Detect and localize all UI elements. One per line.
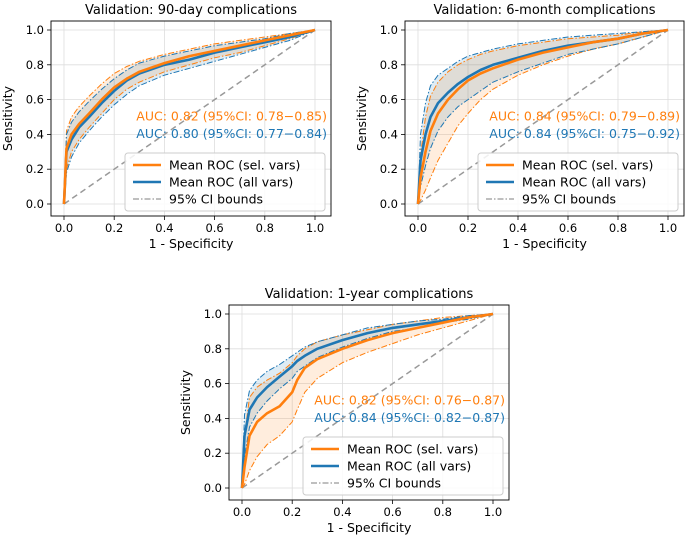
- legend: Mean ROC (sel. vars) Mean ROC (all vars) 9…: [302, 436, 504, 496]
- legend-label-all: Mean ROC (all vars): [522, 175, 646, 190]
- ci-hi-line-sel: [241, 313, 494, 489]
- y-axis-label: Sensitivity: [178, 369, 193, 435]
- ci-lo-line-all: [417, 29, 669, 205]
- mean-roc-line-sel: [62, 28, 316, 205]
- x-tick-label: 0.4: [155, 221, 173, 235]
- y-axis-label: Sensitivity: [354, 85, 369, 151]
- y-tick-label: 0.0: [380, 197, 398, 211]
- y-tick-label: 0.4: [26, 127, 44, 141]
- x-tick-label: 0.4: [509, 221, 527, 235]
- legend-label-sel: Mean ROC (sel. vars): [169, 158, 300, 173]
- ci-hi-line-all: [241, 313, 494, 489]
- ci-band-all: [64, 30, 315, 204]
- roc-panel-3: Validation: 1-year complications 0.0 0.0 0.…: [178, 287, 510, 535]
- x-axis-label: 1 - Specificity: [149, 236, 234, 251]
- x-tick-label: 0.0: [55, 221, 73, 235]
- ci-hi-line-sel: [417, 29, 669, 205]
- legend-box: [477, 152, 679, 212]
- legend-label-ci: 95% CI bounds: [347, 476, 441, 491]
- ci-hi-line-sel: [63, 29, 316, 205]
- legend-box: [124, 152, 326, 212]
- y-tick-label: 0.8: [380, 58, 398, 72]
- legend-label-all: Mean ROC (all vars): [347, 459, 471, 474]
- x-axis-label: 1 - Specificity: [327, 520, 412, 535]
- y-tick-label: 1.0: [26, 23, 44, 37]
- ci-hi-line-all: [63, 29, 316, 205]
- x-tick-label: 0.4: [333, 505, 351, 519]
- auc-sel-annotation: AUC: 0.82 (95%CI: 0.78−0.85): [136, 108, 327, 123]
- x-tick-label: 0.0: [409, 221, 427, 235]
- ci-lo-line-sel: [63, 29, 316, 205]
- x-tick-label: 0.2: [283, 505, 301, 519]
- roc-panel-1: Validation: 90-day complications 0.0 0.0 0.…: [0, 3, 332, 251]
- chance-diagonal: [417, 29, 669, 205]
- auc-sel-annotation: AUC: 0.84 (95%CI: 0.79−0.89): [489, 108, 680, 123]
- y-axis-label: Sensitivity: [0, 85, 15, 151]
- legend-label-ci: 95% CI bounds: [169, 192, 263, 207]
- mean-roc-line-all: [62, 28, 316, 205]
- mean-roc-line-sel: [240, 312, 494, 489]
- ci-lo-line-all: [63, 29, 316, 205]
- axes-frame: [50, 20, 332, 217]
- y-tick-label: 0.6: [204, 377, 222, 391]
- x-tick-label: 0.6: [383, 505, 401, 519]
- y-tick-label: 1.0: [204, 307, 222, 321]
- y-tick-label: 0.4: [380, 127, 398, 141]
- y-tick-label: 0.8: [26, 58, 44, 72]
- chance-diagonal: [63, 29, 316, 205]
- ci-hi-line-all: [417, 29, 669, 205]
- auc-all-annotation: AUC: 0.84 (95%CI: 0.75−0.92): [489, 126, 680, 141]
- legend: Mean ROC (sel. vars) Mean ROC (all vars) 9…: [124, 152, 326, 212]
- ci-band-sel: [242, 314, 493, 488]
- auc-all-annotation: AUC: 0.80 (95%CI: 0.77−0.84): [136, 126, 327, 141]
- legend: Mean ROC (sel. vars) Mean ROC (all vars) 9…: [477, 152, 679, 212]
- x-tick-label: 0.2: [459, 221, 477, 235]
- x-tick-label: 0.8: [609, 221, 627, 235]
- mean-roc-line-all: [240, 312, 494, 489]
- axes-frame: [404, 20, 685, 217]
- x-tick-label: 1.0: [659, 221, 677, 235]
- mean-roc-line-sel: [416, 28, 669, 205]
- ci-band-sel: [64, 30, 315, 204]
- legend-label-sel: Mean ROC (sel. vars): [347, 442, 478, 457]
- panel-title: Validation: 90-day complications: [85, 3, 297, 18]
- x-tick-label: 0.2: [105, 221, 123, 235]
- panel-title: Validation: 6-month complications: [433, 3, 655, 18]
- x-tick-label: 0.6: [559, 221, 577, 235]
- ci-lo-line-sel: [241, 313, 494, 489]
- chance-diagonal: [241, 313, 494, 489]
- y-tick-label: 1.0: [380, 23, 398, 37]
- y-tick-label: 0.0: [204, 481, 222, 495]
- y-tick-label: 0.0: [26, 197, 44, 211]
- x-tick-label: 0.0: [233, 505, 251, 519]
- x-axis-label: 1 - Specificity: [502, 236, 587, 251]
- x-tick-label: 0.6: [205, 221, 223, 235]
- y-tick-label: 0.8: [204, 342, 222, 356]
- y-tick-label: 0.6: [26, 93, 44, 107]
- legend-box: [302, 436, 504, 496]
- y-tick-label: 0.6: [380, 93, 398, 107]
- y-tick-label: 0.2: [204, 446, 222, 460]
- legend-label-sel: Mean ROC (sel. vars): [522, 158, 653, 173]
- auc-sel-annotation: AUC: 0.82 (95%CI: 0.76−0.87): [314, 392, 505, 407]
- x-tick-label: 0.8: [256, 221, 274, 235]
- x-tick-label: 0.8: [434, 505, 452, 519]
- y-tick-label: 0.2: [26, 162, 44, 176]
- panel-title: Validation: 1-year complications: [265, 287, 474, 302]
- legend-label-ci: 95% CI bounds: [522, 192, 616, 207]
- y-tick-label: 0.2: [380, 162, 398, 176]
- ci-lo-line-sel: [417, 29, 669, 205]
- x-tick-label: 1.0: [306, 221, 324, 235]
- auc-all-annotation: AUC: 0.84 (95%CI: 0.82−0.87): [314, 410, 505, 425]
- y-tick-label: 0.4: [204, 411, 222, 425]
- x-tick-label: 1.0: [484, 505, 502, 519]
- ci-band-all: [242, 314, 493, 488]
- legend-label-all: Mean ROC (all vars): [169, 175, 293, 190]
- axes-frame: [228, 304, 510, 501]
- roc-panel-2: Validation: 6-month complications 0.0 0.0 0…: [354, 3, 685, 251]
